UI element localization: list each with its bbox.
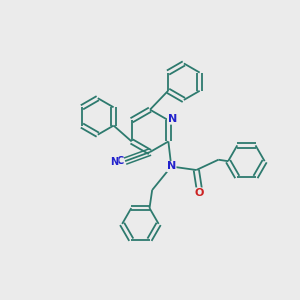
Text: O: O: [195, 188, 204, 198]
Text: N: N: [167, 161, 176, 172]
Text: N: N: [168, 114, 177, 124]
Text: C: C: [116, 156, 123, 166]
Text: N: N: [110, 157, 118, 167]
